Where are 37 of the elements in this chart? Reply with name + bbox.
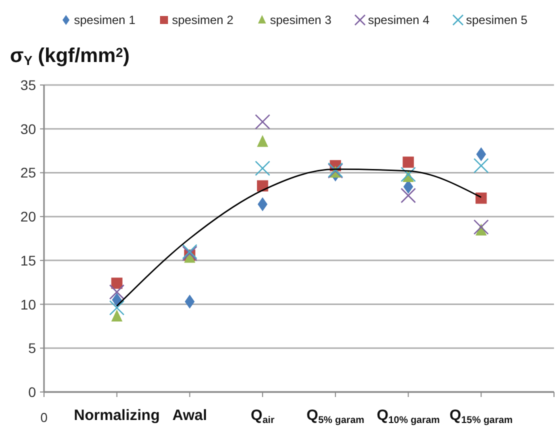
x-tick-label: Q$_{air}$: [250, 407, 275, 426]
x-tick-label: Normalizing: [74, 407, 160, 424]
y-tick-label: 0: [28, 384, 36, 400]
legend-label: spesimen 5: [466, 13, 528, 27]
y-tick-label: 10: [20, 296, 36, 312]
x-tick-label: Q$_{10% garam}$: [376, 407, 440, 426]
y-tick-label: 35: [20, 77, 36, 93]
y-axis-title: σ$_{Y}$ (kgf/mm$^{2}$): [10, 44, 130, 68]
y-tick-label: 25: [20, 164, 36, 181]
point: [111, 310, 122, 322]
y-tick-label: 15: [20, 252, 36, 268]
point: [400, 166, 416, 182]
x-tick-label: Q$_{5% garam}$: [306, 407, 365, 426]
point: [254, 160, 270, 176]
point: [109, 300, 125, 316]
point: [184, 294, 195, 309]
point: [473, 219, 489, 235]
legend-label: spesimen 2: [172, 13, 234, 27]
x-tick-label: Q$_{15% garam}$: [450, 407, 514, 426]
point: [256, 135, 268, 147]
point: [476, 192, 487, 204]
text: 0: [40, 410, 48, 425]
point: [476, 147, 486, 162]
point: [402, 156, 414, 168]
y-tick-label: 20: [20, 208, 36, 225]
point: [109, 284, 125, 300]
y-tick-label: 30: [20, 120, 36, 137]
legend-label: spesimen 4: [368, 13, 430, 27]
point: [254, 114, 270, 130]
y-tick-label: 5: [28, 340, 36, 356]
point: [112, 292, 122, 307]
x-tick-label: Awal: [172, 407, 208, 424]
legend-label: spesimen 1: [74, 13, 136, 27]
legend-label: spesimen 3: [270, 13, 332, 27]
point: [473, 158, 489, 174]
point: [400, 188, 416, 204]
point: [111, 278, 122, 289]
